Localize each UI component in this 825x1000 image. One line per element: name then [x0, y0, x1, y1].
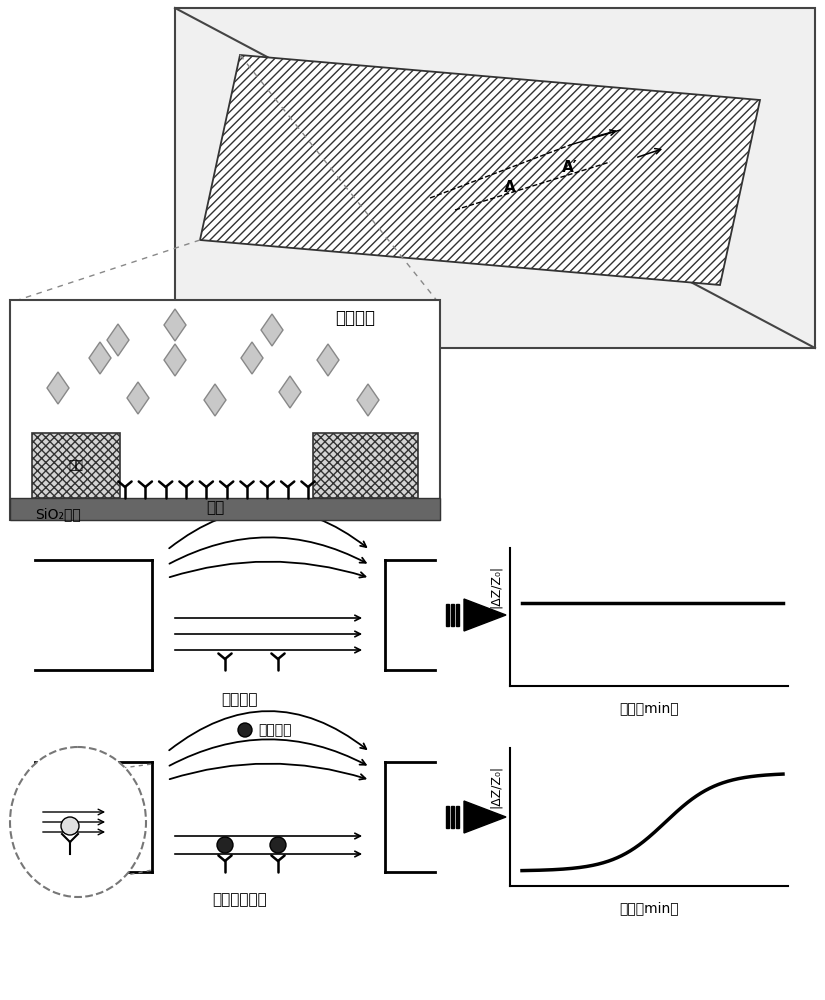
- Polygon shape: [200, 55, 760, 285]
- Polygon shape: [204, 384, 226, 416]
- Text: 时间（min）: 时间（min）: [620, 701, 679, 715]
- Bar: [451, 604, 454, 626]
- Polygon shape: [127, 382, 149, 414]
- Text: SiO₂表面: SiO₂表面: [35, 507, 81, 521]
- Polygon shape: [89, 342, 111, 374]
- Polygon shape: [107, 324, 129, 356]
- Bar: [451, 806, 454, 828]
- Polygon shape: [464, 599, 506, 631]
- Bar: [10, 498, 440, 520]
- Polygon shape: [357, 384, 379, 416]
- Text: |ΔZ/Z₀|: |ΔZ/Z₀|: [489, 565, 502, 608]
- Text: 时间（min）: 时间（min）: [620, 901, 679, 915]
- Circle shape: [61, 817, 79, 835]
- Polygon shape: [164, 309, 186, 341]
- Text: 靶标结合抗体: 靶标结合抗体: [213, 892, 267, 908]
- Ellipse shape: [10, 747, 146, 897]
- Circle shape: [270, 837, 286, 853]
- Text: 电极: 电极: [68, 459, 83, 472]
- Bar: [446, 806, 449, 828]
- Text: A: A: [504, 180, 516, 196]
- Bar: [32, 433, 120, 498]
- Polygon shape: [464, 801, 506, 833]
- Bar: [10, 300, 440, 520]
- Text: 目标分子: 目标分子: [258, 723, 291, 737]
- Text: |ΔZ/Z₀|: |ΔZ/Z₀|: [489, 765, 502, 808]
- Text: 固定抗体: 固定抗体: [222, 692, 258, 708]
- Polygon shape: [241, 342, 263, 374]
- Text: A′: A′: [562, 160, 578, 176]
- Bar: [313, 433, 418, 498]
- Polygon shape: [317, 344, 339, 376]
- Polygon shape: [47, 372, 69, 404]
- Bar: [446, 604, 449, 626]
- Bar: [175, 8, 815, 348]
- Text: 目标分子: 目标分子: [335, 309, 375, 327]
- Polygon shape: [279, 376, 301, 408]
- Polygon shape: [261, 314, 283, 346]
- Bar: [456, 806, 459, 828]
- Text: 抗体: 抗体: [206, 500, 224, 516]
- Circle shape: [217, 837, 233, 853]
- Polygon shape: [164, 344, 186, 376]
- Bar: [456, 604, 459, 626]
- Circle shape: [238, 723, 252, 737]
